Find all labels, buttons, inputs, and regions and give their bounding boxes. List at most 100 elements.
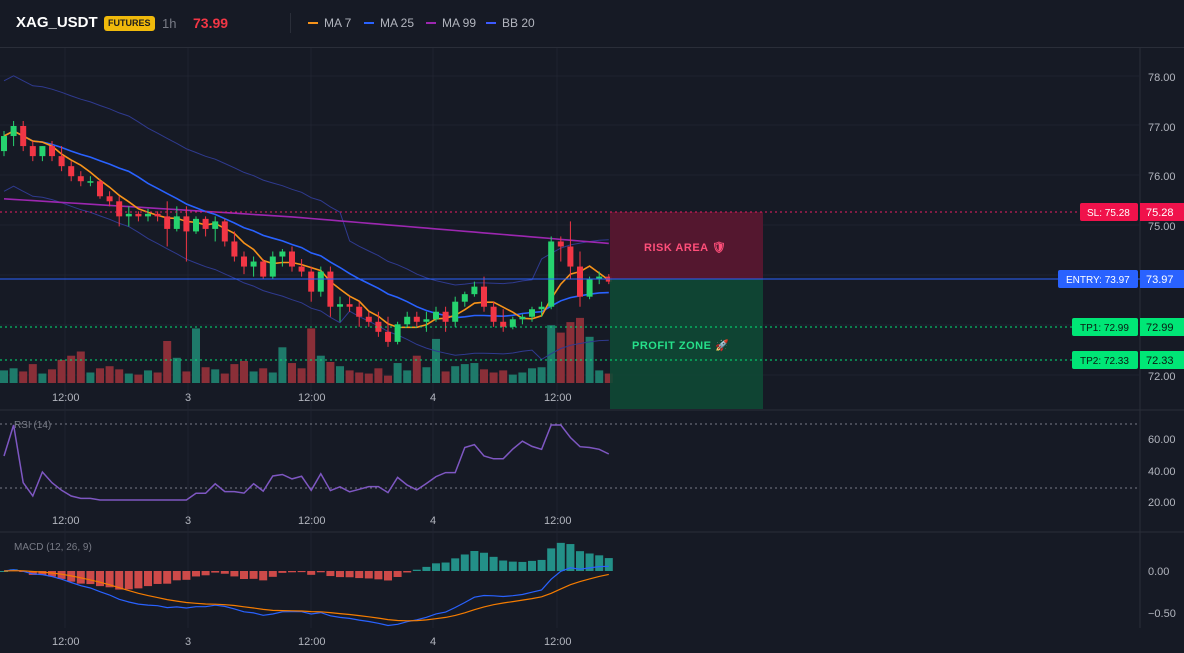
tp2-axis-tag xyxy=(1140,351,1184,369)
candle-body xyxy=(461,294,468,302)
macd-hist-bar xyxy=(422,566,431,571)
candle-body xyxy=(269,256,276,277)
candle-body xyxy=(404,316,411,325)
legend-ma25[interactable]: MA 25 xyxy=(364,16,414,30)
macd-hist-bar xyxy=(153,571,162,584)
volume-bar xyxy=(144,370,152,383)
chart-canvas[interactable]: RISK AREA 🛡 PROFIT ZONE 🚀 SL: 75.28 ENTR… xyxy=(0,48,1184,653)
tp2-tag xyxy=(1072,351,1138,369)
sl-axis-tag xyxy=(1140,203,1184,221)
candle-body xyxy=(365,316,372,322)
candle-body xyxy=(49,146,55,157)
volume-bar xyxy=(67,355,76,383)
volume-bar xyxy=(220,373,229,383)
volume-bar xyxy=(192,328,200,383)
volume-bar xyxy=(163,341,172,383)
candle-body xyxy=(356,306,363,317)
candle-body xyxy=(116,201,123,217)
candle-body xyxy=(260,261,267,277)
volume-bar xyxy=(364,373,373,383)
volume-bar xyxy=(211,369,220,383)
risk-area-zone[interactable] xyxy=(610,212,763,279)
candle-body xyxy=(106,196,113,202)
legend-ma7[interactable]: MA 7 xyxy=(308,16,351,30)
legend-bb20[interactable]: BB 20 xyxy=(486,16,535,30)
macd-hist-bar xyxy=(230,571,239,577)
ma7-swatch-icon xyxy=(308,22,318,24)
candle-body xyxy=(231,241,238,257)
macd-hist-bar xyxy=(537,559,546,571)
candle-body xyxy=(442,311,449,322)
candle-body xyxy=(308,271,315,292)
tp1-tag xyxy=(1072,318,1138,336)
volume-bar xyxy=(240,360,248,383)
timeframe-label[interactable]: 1h xyxy=(162,16,177,31)
candle-body xyxy=(577,266,583,297)
volume-bar xyxy=(86,372,95,383)
macd-hist-bar xyxy=(499,560,508,571)
entry-tag xyxy=(1058,270,1138,288)
macd-hist-bar xyxy=(441,562,450,571)
tp1-axis-value: 72.99 xyxy=(1146,322,1174,334)
macd-hist-bar xyxy=(48,571,56,577)
volume-bar xyxy=(134,374,143,383)
macd-hist-bar xyxy=(134,571,143,589)
volume-bar xyxy=(201,367,210,383)
macd-hist-bar xyxy=(432,563,440,571)
bollinger-bands xyxy=(3,75,609,361)
time-tick: 12:00 xyxy=(298,636,326,648)
candle-body xyxy=(39,146,46,157)
profit-zone[interactable] xyxy=(610,279,763,409)
macd-hist-bar xyxy=(268,571,277,577)
volume-bar xyxy=(278,347,287,383)
candle-body xyxy=(212,221,219,229)
macd-line xyxy=(3,565,609,627)
rsi-line xyxy=(3,424,610,501)
volume-bar xyxy=(288,363,296,383)
candle-body xyxy=(221,221,228,242)
candle-body xyxy=(317,271,324,292)
macd-hist-bar xyxy=(393,571,402,577)
volume-bar xyxy=(297,368,306,383)
legend-ma99[interactable]: MA 99 xyxy=(426,16,476,30)
candle-body xyxy=(58,156,65,167)
macd-hist-bar xyxy=(451,558,460,571)
macd-hist-bar xyxy=(556,542,565,571)
volume-bar xyxy=(182,371,191,383)
macd-hist-bar xyxy=(374,571,383,580)
time-tick: 12:00 xyxy=(52,636,80,648)
macd-hist-bar xyxy=(144,571,152,587)
rsi-label[interactable]: RSI (14) xyxy=(14,420,51,431)
time-tick: 4 xyxy=(430,636,436,648)
time-tick: 4 xyxy=(430,515,436,527)
volume-bar xyxy=(345,370,354,383)
volume-bar xyxy=(441,371,450,383)
candle-body xyxy=(586,279,593,297)
symbol-title[interactable]: XAG_USDT xyxy=(16,14,98,31)
macd-hist-bar xyxy=(604,558,613,571)
candle-body xyxy=(241,256,247,267)
candle-body xyxy=(250,261,257,267)
header-divider xyxy=(290,13,291,33)
volume-bar xyxy=(403,370,412,383)
volume-bar xyxy=(38,373,47,383)
candle-body xyxy=(327,271,334,307)
price-tick: 72.00 xyxy=(1148,371,1176,383)
volume-bar xyxy=(604,373,613,383)
tp2-tag-label: TP2: 72.33 xyxy=(1080,356,1129,367)
sl-axis-value: 75.28 xyxy=(1146,207,1174,219)
macd-hist-bar xyxy=(336,571,344,578)
volume-bar xyxy=(326,362,335,383)
macd-hist-bar xyxy=(0,571,8,572)
macd-label[interactable]: MACD (12, 26, 9) xyxy=(14,542,92,553)
macd-hist-bar xyxy=(57,571,66,579)
candle-body xyxy=(10,126,17,137)
bb-lower-line xyxy=(3,185,609,361)
macd-hist-bar xyxy=(220,571,229,574)
macd-hist-bar xyxy=(211,571,220,573)
time-tick: 12:00 xyxy=(544,636,572,648)
price-axis[interactable]: 78.00 77.00 76.00 75.00 72.00 xyxy=(1148,72,1176,383)
volume-bar xyxy=(124,373,133,383)
macd-hist-bar xyxy=(403,571,412,573)
candle-body xyxy=(279,251,286,257)
